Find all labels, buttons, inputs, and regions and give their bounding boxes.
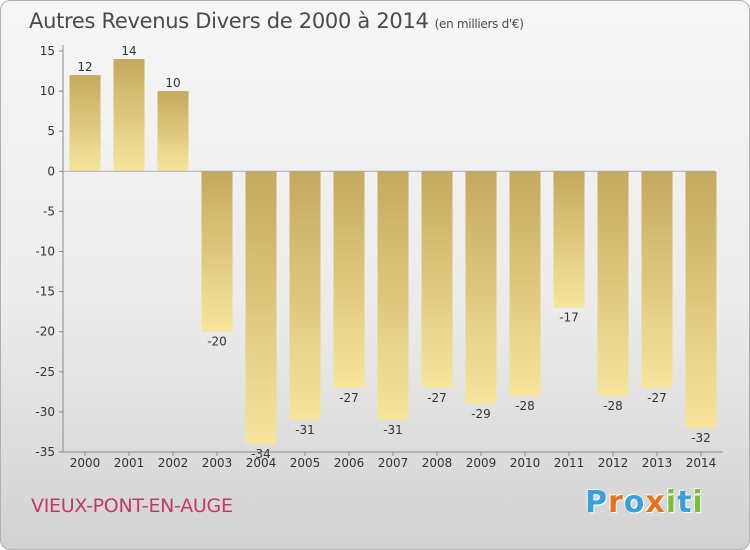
proxiti-logo: Proxiti — [585, 485, 704, 520]
data-label: -31 — [383, 423, 403, 437]
x-tick-label: 2004 — [246, 456, 277, 470]
y-tick-label: 15 — [40, 44, 55, 58]
x-tick-label: 2013 — [642, 456, 673, 470]
y-tick-label: 5 — [47, 124, 55, 138]
logo-letter: P — [585, 485, 608, 520]
location-name: VIEUX-PONT-EN-AUGE — [31, 495, 233, 517]
bar — [641, 171, 673, 388]
x-tick-label: 2007 — [378, 456, 409, 470]
x-tick-label: 2012 — [598, 456, 629, 470]
bar — [333, 171, 365, 388]
bar — [685, 171, 717, 428]
data-label: -27 — [427, 391, 447, 405]
data-label: -27 — [339, 391, 359, 405]
logo-letter: i — [665, 485, 678, 520]
bar — [157, 91, 189, 172]
y-tick-label: -5 — [43, 204, 55, 218]
x-tick-label: 2010 — [510, 456, 541, 470]
bar — [201, 171, 233, 332]
data-label: -28 — [603, 399, 623, 413]
bar — [377, 171, 409, 420]
logo-letter: t — [677, 485, 693, 520]
logo-letter: x — [645, 485, 666, 520]
y-tick-label: -20 — [35, 325, 55, 339]
x-tick-label: 2008 — [422, 456, 453, 470]
logo-letter: o — [623, 485, 646, 520]
bar — [421, 171, 453, 388]
x-tick-label: 2009 — [466, 456, 497, 470]
bar — [553, 171, 585, 308]
y-tick-label: 0 — [47, 164, 55, 178]
x-tick-label: 2000 — [70, 456, 101, 470]
bar — [69, 75, 101, 172]
y-tick-label: -25 — [35, 365, 55, 379]
bar — [509, 171, 541, 396]
logo-letter: i — [692, 485, 704, 520]
data-label: -27 — [647, 391, 667, 405]
bar — [113, 59, 145, 172]
logo-letter: r — [608, 485, 624, 520]
bar — [465, 171, 497, 404]
chart-title: Autres Revenus Divers de 2000 à 2014 (en … — [29, 9, 524, 33]
data-label: 14 — [121, 44, 136, 58]
x-tick-label: 2002 — [158, 456, 189, 470]
bar — [245, 171, 277, 444]
data-label: -28 — [515, 399, 535, 413]
x-tick-label: 2006 — [334, 456, 365, 470]
chart-title-text: Autres Revenus Divers de 2000 à 2014 — [29, 9, 429, 33]
x-tick-label: 2005 — [290, 456, 321, 470]
chart-unit: (en milliers d'€) — [434, 17, 524, 31]
x-tick-label: 2001 — [114, 456, 145, 470]
y-tick-label: -15 — [35, 285, 55, 299]
data-label: 10 — [165, 76, 180, 90]
y-tick-label: 10 — [40, 84, 55, 98]
x-tick-label: 2003 — [202, 456, 233, 470]
bar — [289, 171, 321, 420]
bar — [597, 171, 629, 396]
data-label: -17 — [559, 311, 579, 325]
y-tick-label: -10 — [35, 245, 55, 259]
data-label: 12 — [77, 60, 92, 74]
y-tick-label: -30 — [35, 405, 55, 419]
data-label: -20 — [207, 335, 227, 349]
data-label: -29 — [471, 407, 491, 421]
data-label: -32 — [691, 431, 711, 445]
x-tick-label: 2011 — [554, 456, 585, 470]
x-tick-label: 2014 — [686, 456, 717, 470]
data-label: -31 — [295, 423, 315, 437]
y-tick-label: -35 — [35, 445, 55, 459]
